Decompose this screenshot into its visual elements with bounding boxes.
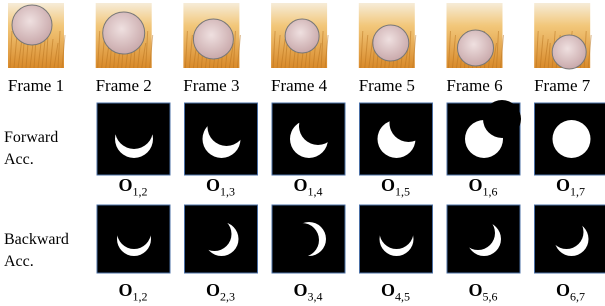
mask-label: O2,3 [177, 280, 265, 305]
mask-label: O3,4 [264, 280, 352, 305]
mask-subscript: 4,5 [395, 290, 410, 304]
mask-subscript: 1,2 [133, 290, 148, 304]
mask-symbol: O [468, 175, 482, 195]
occluder [299, 107, 337, 145]
mask-subscript: 3,4 [308, 290, 323, 304]
ball [458, 30, 494, 66]
mask-label: O1,5 [352, 175, 440, 200]
ball [373, 25, 409, 61]
occluder [117, 215, 151, 249]
ball [12, 5, 52, 45]
mask-subscript: 5,6 [483, 290, 498, 304]
figure-graphics [0, 0, 605, 306]
row-label-line: Forward [4, 127, 58, 149]
mask-symbol: O [206, 280, 220, 300]
occluder [208, 108, 246, 146]
mask-symbol: O [381, 175, 395, 195]
mask-subscript: 1,7 [570, 185, 585, 199]
occluder [198, 217, 232, 251]
mask-subscript: 1,5 [395, 185, 410, 199]
frame-label: Frame 4 [255, 76, 343, 96]
frame-label: Frame 3 [167, 76, 255, 96]
mask-label: O1,6 [439, 175, 527, 200]
mask-symbol: O [118, 175, 132, 195]
occluder [380, 215, 414, 249]
mask-symbol: O [556, 280, 570, 300]
mask-symbol: O [118, 280, 132, 300]
ball [285, 19, 319, 53]
mask-label: O1,2 [89, 280, 177, 305]
occluder [285, 223, 319, 257]
mask-symbol: O [556, 175, 570, 195]
occluder [390, 104, 428, 142]
row-label-line: Backward [4, 229, 69, 251]
occluder [115, 111, 153, 149]
ball [193, 19, 233, 59]
figure: Frame 1Frame 2Frame 3Frame 4Frame 5Frame… [0, 0, 605, 306]
frame-label: Frame 1 [0, 76, 80, 96]
mask-symbol: O [468, 280, 482, 300]
mask-subscript: 1,2 [133, 185, 148, 199]
mask-label: O5,6 [439, 280, 527, 305]
mask-label: O1,4 [264, 175, 352, 200]
mask-label: O6,7 [527, 280, 605, 305]
mask-label: O1,7 [527, 175, 605, 200]
mask-region [553, 120, 591, 158]
occluder [461, 216, 495, 250]
mask-subscript: 6,7 [570, 290, 585, 304]
row-label-line: Acc. [4, 251, 69, 273]
row-label-line: Acc. [4, 149, 58, 171]
mask-subscript: 2,3 [220, 290, 235, 304]
mask-subscript: 1,6 [483, 185, 498, 199]
mask-subscript: 1,4 [308, 185, 323, 199]
frame-label: Frame 5 [343, 76, 431, 96]
ball [103, 12, 145, 54]
mask-subscript: 1,3 [220, 185, 235, 199]
frame-label: Frame 6 [431, 76, 519, 96]
mask-symbol: O [206, 175, 220, 195]
occluder [550, 215, 584, 249]
frame-label: Frame 2 [80, 76, 168, 96]
mask-label: O4,5 [352, 280, 440, 305]
frame-label: Frame 7 [518, 76, 605, 96]
occluder [483, 100, 521, 138]
ball [552, 35, 586, 69]
mask-label: O1,2 [89, 175, 177, 200]
mask-symbol: O [293, 280, 307, 300]
mask-label: O1,3 [177, 175, 265, 200]
mask-symbol: O [293, 175, 307, 195]
mask-symbol: O [381, 280, 395, 300]
